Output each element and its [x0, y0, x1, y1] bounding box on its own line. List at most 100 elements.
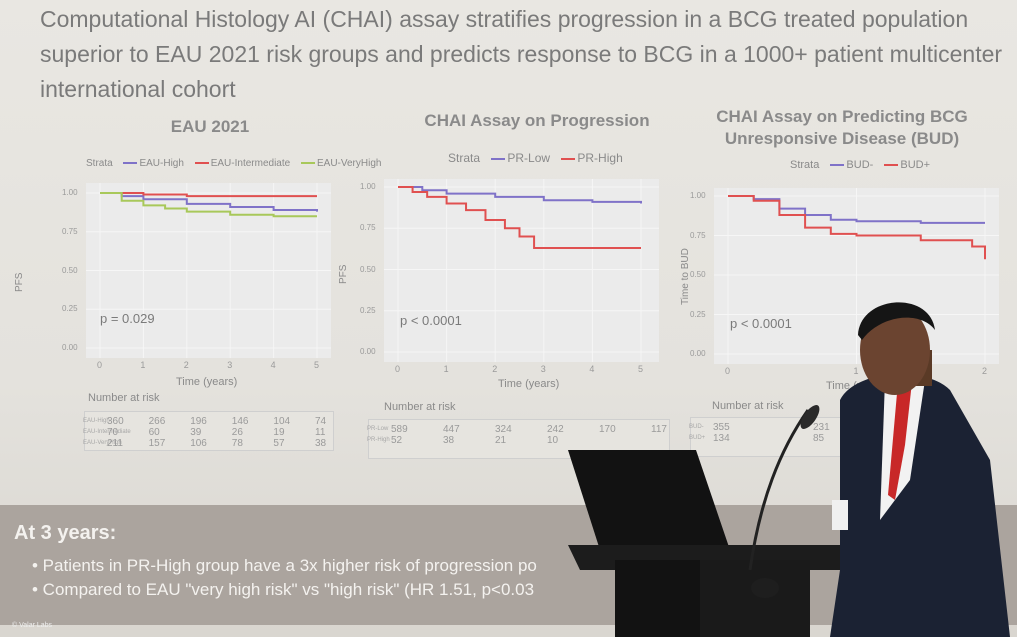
- legend-item: EAU-High: [121, 158, 184, 169]
- risk-table-title: Number at risk: [88, 392, 160, 404]
- legend-item: BUD+: [882, 159, 930, 171]
- y-tick-label: 1.00: [360, 182, 376, 191]
- risk-cell: 146: [231, 416, 249, 427]
- risk-row-label: BUD-: [689, 424, 704, 430]
- series-line-PR-High: [398, 186, 641, 250]
- legend-item: PR-High: [559, 151, 623, 165]
- x-tick-label: 4: [270, 360, 276, 370]
- risk-cell: 38: [315, 438, 327, 449]
- risk-cell: 57: [273, 438, 285, 449]
- y-tick-label: 0.00: [62, 343, 78, 352]
- risk-cell: 104: [273, 416, 291, 427]
- x-tick-label: 5: [638, 364, 644, 374]
- risk-cell: 11: [315, 427, 326, 438]
- y-axis-label: PFS: [338, 264, 349, 284]
- km-plot-chai-bud: p < 0.0001: [714, 188, 999, 364]
- legend-eau: Strata EAU-High EAU-Intermediate EAU-Ver…: [86, 158, 387, 169]
- y-tick-label: 0.25: [690, 309, 706, 319]
- risk-cell: 106: [190, 438, 207, 449]
- km-plot-chai-progression: p < 0.0001: [384, 179, 659, 362]
- x-tick-label: 1: [443, 364, 449, 374]
- risk-table-row: PR-High 52 38 21 10: [367, 435, 669, 447]
- y-tick-label: 0.75: [690, 230, 706, 240]
- series-line-PR-Low: [398, 186, 642, 204]
- microphone-icon: [748, 409, 810, 571]
- x-tick-label: 0: [97, 360, 103, 370]
- x-axis-label: Time (years): [498, 378, 560, 390]
- risk-table-eau: EAU-High 360 266 196 146 104 74 EAU-Intermediat…: [83, 411, 334, 451]
- presenter-head: [860, 305, 930, 395]
- x-tick-label: 5: [314, 360, 320, 370]
- risk-table-row: BUD+ 134 85: [689, 433, 931, 445]
- y-tick-label: 0.00: [360, 347, 376, 356]
- x-tick-label: 3: [227, 360, 233, 370]
- risk-cell: 355: [713, 422, 730, 433]
- series-line-EAU-VeryHigh: [100, 192, 317, 218]
- km-curves: [714, 188, 999, 364]
- p-value: p = 0.029: [100, 311, 155, 326]
- p-value: p < 0.0001: [730, 316, 792, 331]
- risk-cell: 157: [148, 438, 166, 449]
- y-tick-label: 1.00: [690, 191, 706, 200]
- risk-table-row: EAU-VeryHigh 211 157 106 78 57 38: [83, 438, 333, 450]
- y-tick-label: 0.25: [360, 305, 376, 315]
- legend-item: EAU-Intermediate: [193, 158, 290, 169]
- presenter-suit: [830, 373, 1010, 637]
- risk-cell: 589: [391, 424, 408, 435]
- risk-row-label: EAU-High: [83, 418, 110, 424]
- x-tick-label: 0: [395, 364, 401, 374]
- risk-cell: 196: [190, 416, 207, 427]
- presenter-scene: [568, 302, 1010, 637]
- x-tick-label: 2: [492, 364, 498, 374]
- risk-cell: 26: [231, 427, 243, 438]
- risk-cell: 266: [148, 416, 166, 427]
- hair: [858, 302, 935, 340]
- x-tick-label: 4: [589, 364, 595, 374]
- risk-row-label: BUD+: [689, 435, 706, 441]
- chart-title-chai-bud: CHAI Assay on Predicting BCG Unresponsiv…: [716, 107, 968, 148]
- risk-cell: 85: [813, 433, 825, 444]
- km-curves: [384, 179, 659, 362]
- risk-table-row: EAU-High 360 266 196 146 104 74: [83, 416, 333, 428]
- legend-strata-label: Strata: [790, 159, 820, 171]
- risk-cell: 38: [443, 435, 455, 446]
- y-tick-label: 0.00: [690, 349, 706, 358]
- copyright: © Valar Labs: [12, 622, 53, 629]
- summary-bullet-1: • Patients in PR-High group have a 3x hi…: [32, 556, 537, 575]
- risk-row-label: EAU-Intermediate: [83, 429, 131, 435]
- y-axis-label: PFS: [14, 272, 25, 292]
- risk-cell: 60: [148, 427, 160, 438]
- series-line-EAU-Intermediate: [100, 192, 317, 198]
- risk-cell: 134: [713, 433, 730, 444]
- risk-cell: 117: [651, 424, 667, 435]
- risk-table-title: Number at risk: [712, 400, 784, 412]
- risk-cell: 447: [443, 424, 460, 435]
- series-line-BUD-: [728, 195, 985, 224]
- legend-strata-label: Strata: [86, 158, 113, 169]
- risk-cell: 211: [107, 438, 123, 449]
- risk-row-label: EAU-VeryHigh: [83, 440, 122, 446]
- slide-title: Computational Histology AI (CHAI) assay …: [40, 6, 1003, 102]
- y-tick-label: 0.75: [360, 223, 376, 233]
- legend-chai-progression: Strata PR-Low PR-High: [448, 151, 629, 165]
- x-tick-label: 2: [183, 360, 189, 370]
- risk-cell: 74: [315, 416, 327, 427]
- risk-table-row: BUD- 355 231: [689, 422, 931, 434]
- risk-cell: 170: [599, 424, 616, 435]
- y-tick-label: 0.50: [360, 264, 376, 274]
- legend-item: PR-Low: [489, 151, 550, 165]
- risk-cell: 21: [495, 435, 507, 446]
- y-tick-label: 0.50: [690, 270, 706, 279]
- podium-icon: [615, 560, 710, 637]
- risk-cell: 52: [391, 435, 403, 446]
- risk-cell: 78: [231, 438, 243, 449]
- summary-bullet-2: • Compared to EAU "very high risk" vs "h…: [32, 580, 535, 599]
- x-axis-label: Time (years): [176, 376, 238, 388]
- x-tick-label: 1: [853, 366, 859, 376]
- y-tick-label: 1.00: [62, 188, 78, 197]
- risk-cell: 360: [107, 416, 124, 427]
- legend-item: EAU-VeryHigh: [299, 158, 381, 169]
- x-tick-label: 2: [982, 366, 988, 376]
- chart-title-chai-progression: CHAI Assay on Progression: [424, 111, 650, 130]
